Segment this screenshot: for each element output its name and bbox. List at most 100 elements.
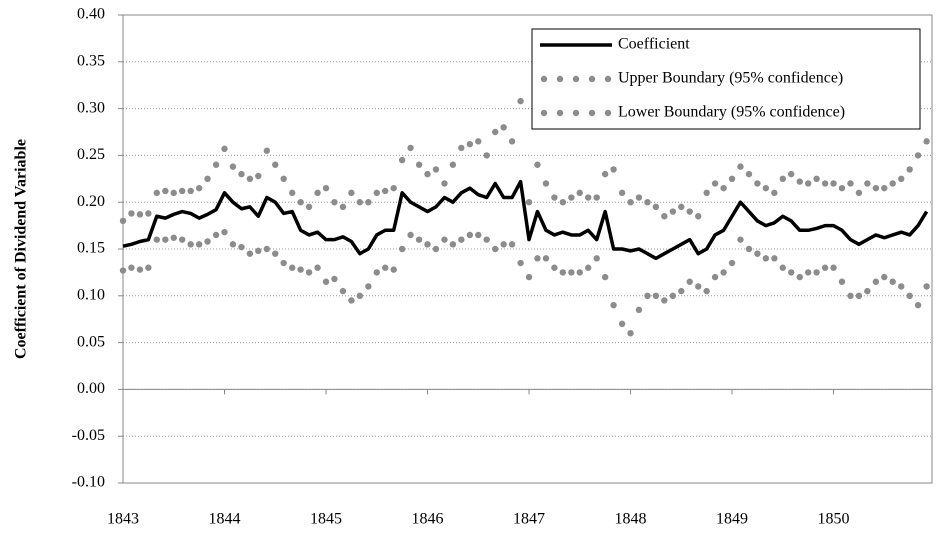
data-point bbox=[145, 264, 152, 271]
data-point bbox=[136, 266, 144, 273]
legend-swatch bbox=[556, 75, 564, 83]
data-point bbox=[475, 138, 482, 145]
data-point bbox=[923, 138, 930, 145]
data-point bbox=[754, 250, 761, 257]
data-point bbox=[407, 144, 414, 152]
x-tick-label: 1843 bbox=[107, 511, 139, 528]
data-point bbox=[322, 184, 330, 192]
x-tick-label: 1848 bbox=[615, 511, 647, 528]
legend-swatch bbox=[604, 75, 612, 83]
y-tick-label: 0.20 bbox=[77, 193, 105, 210]
data-point bbox=[830, 264, 837, 271]
data-point bbox=[195, 184, 203, 192]
data-point bbox=[610, 166, 617, 173]
data-point bbox=[119, 217, 127, 225]
data-point bbox=[838, 278, 846, 285]
data-point bbox=[855, 292, 863, 299]
data-point bbox=[695, 283, 702, 290]
data-point bbox=[280, 175, 287, 182]
data-point bbox=[398, 156, 406, 164]
data-point bbox=[618, 320, 626, 328]
legend-swatch bbox=[572, 75, 580, 83]
data-point bbox=[483, 152, 490, 159]
data-point bbox=[796, 178, 803, 185]
data-point bbox=[830, 180, 837, 187]
data-point bbox=[432, 166, 440, 173]
data-point bbox=[559, 199, 567, 206]
data-point bbox=[229, 163, 237, 170]
data-point bbox=[745, 170, 753, 178]
data-point bbox=[847, 180, 854, 187]
data-point bbox=[737, 163, 744, 170]
data-point bbox=[263, 245, 271, 253]
data-point bbox=[864, 287, 871, 295]
data-point bbox=[559, 269, 567, 276]
data-point bbox=[289, 264, 296, 271]
data-point bbox=[508, 138, 516, 145]
x-tick-label: 1850 bbox=[818, 511, 850, 528]
data-point bbox=[804, 269, 812, 276]
data-point bbox=[652, 292, 660, 299]
y-tick-label: 0.35 bbox=[77, 52, 105, 69]
data-point bbox=[229, 241, 237, 248]
data-point bbox=[720, 184, 727, 192]
data-point bbox=[906, 292, 913, 299]
data-point bbox=[576, 269, 583, 276]
data-point bbox=[525, 273, 533, 281]
data-point bbox=[187, 187, 194, 195]
data-point bbox=[804, 180, 812, 187]
data-point bbox=[297, 266, 304, 273]
data-point bbox=[678, 287, 685, 295]
data-point bbox=[627, 330, 634, 337]
data-point bbox=[652, 203, 660, 211]
y-tick-label: 0.15 bbox=[77, 240, 105, 257]
data-point bbox=[128, 264, 135, 271]
data-point bbox=[458, 144, 465, 152]
data-point bbox=[153, 236, 161, 243]
legend-label: Upper Boundary (95% confidence) bbox=[618, 70, 843, 87]
data-point bbox=[728, 175, 736, 182]
data-point bbox=[407, 231, 414, 239]
data-point bbox=[517, 259, 524, 267]
data-point bbox=[246, 175, 254, 182]
y-tick-label: 0.10 bbox=[77, 286, 105, 303]
data-point bbox=[314, 264, 321, 271]
data-point bbox=[305, 203, 313, 211]
data-point bbox=[322, 278, 330, 285]
data-point bbox=[314, 189, 321, 197]
data-point bbox=[195, 241, 203, 248]
data-point bbox=[635, 194, 643, 201]
data-point bbox=[272, 250, 279, 257]
data-point bbox=[212, 231, 220, 239]
data-point bbox=[534, 255, 541, 262]
data-point bbox=[898, 283, 905, 290]
data-point bbox=[339, 287, 347, 295]
data-point bbox=[449, 161, 457, 168]
x-tick-label: 1846 bbox=[412, 511, 444, 528]
data-point bbox=[703, 189, 710, 197]
y-tick-label: 0.30 bbox=[77, 99, 105, 116]
x-tick-label: 1849 bbox=[716, 511, 748, 528]
legend-swatch bbox=[540, 75, 548, 83]
data-point bbox=[881, 184, 888, 192]
y-axis-label: Coefficient of Dividend Variable bbox=[13, 139, 30, 359]
data-point bbox=[728, 259, 736, 267]
data-point bbox=[551, 264, 558, 271]
data-point bbox=[492, 245, 499, 253]
data-point bbox=[585, 264, 592, 271]
legend-label: Coefficient bbox=[618, 36, 690, 53]
data-point bbox=[593, 194, 600, 201]
data-point bbox=[441, 180, 448, 187]
data-point bbox=[542, 180, 550, 187]
data-point bbox=[872, 278, 880, 285]
data-point bbox=[686, 208, 693, 215]
data-point bbox=[610, 301, 617, 309]
data-point bbox=[720, 269, 727, 276]
data-point bbox=[441, 236, 448, 243]
data-point bbox=[373, 269, 380, 276]
data-point bbox=[348, 297, 355, 304]
data-point bbox=[821, 180, 829, 187]
y-tick-label: 0.00 bbox=[77, 380, 105, 397]
data-point bbox=[238, 243, 245, 251]
